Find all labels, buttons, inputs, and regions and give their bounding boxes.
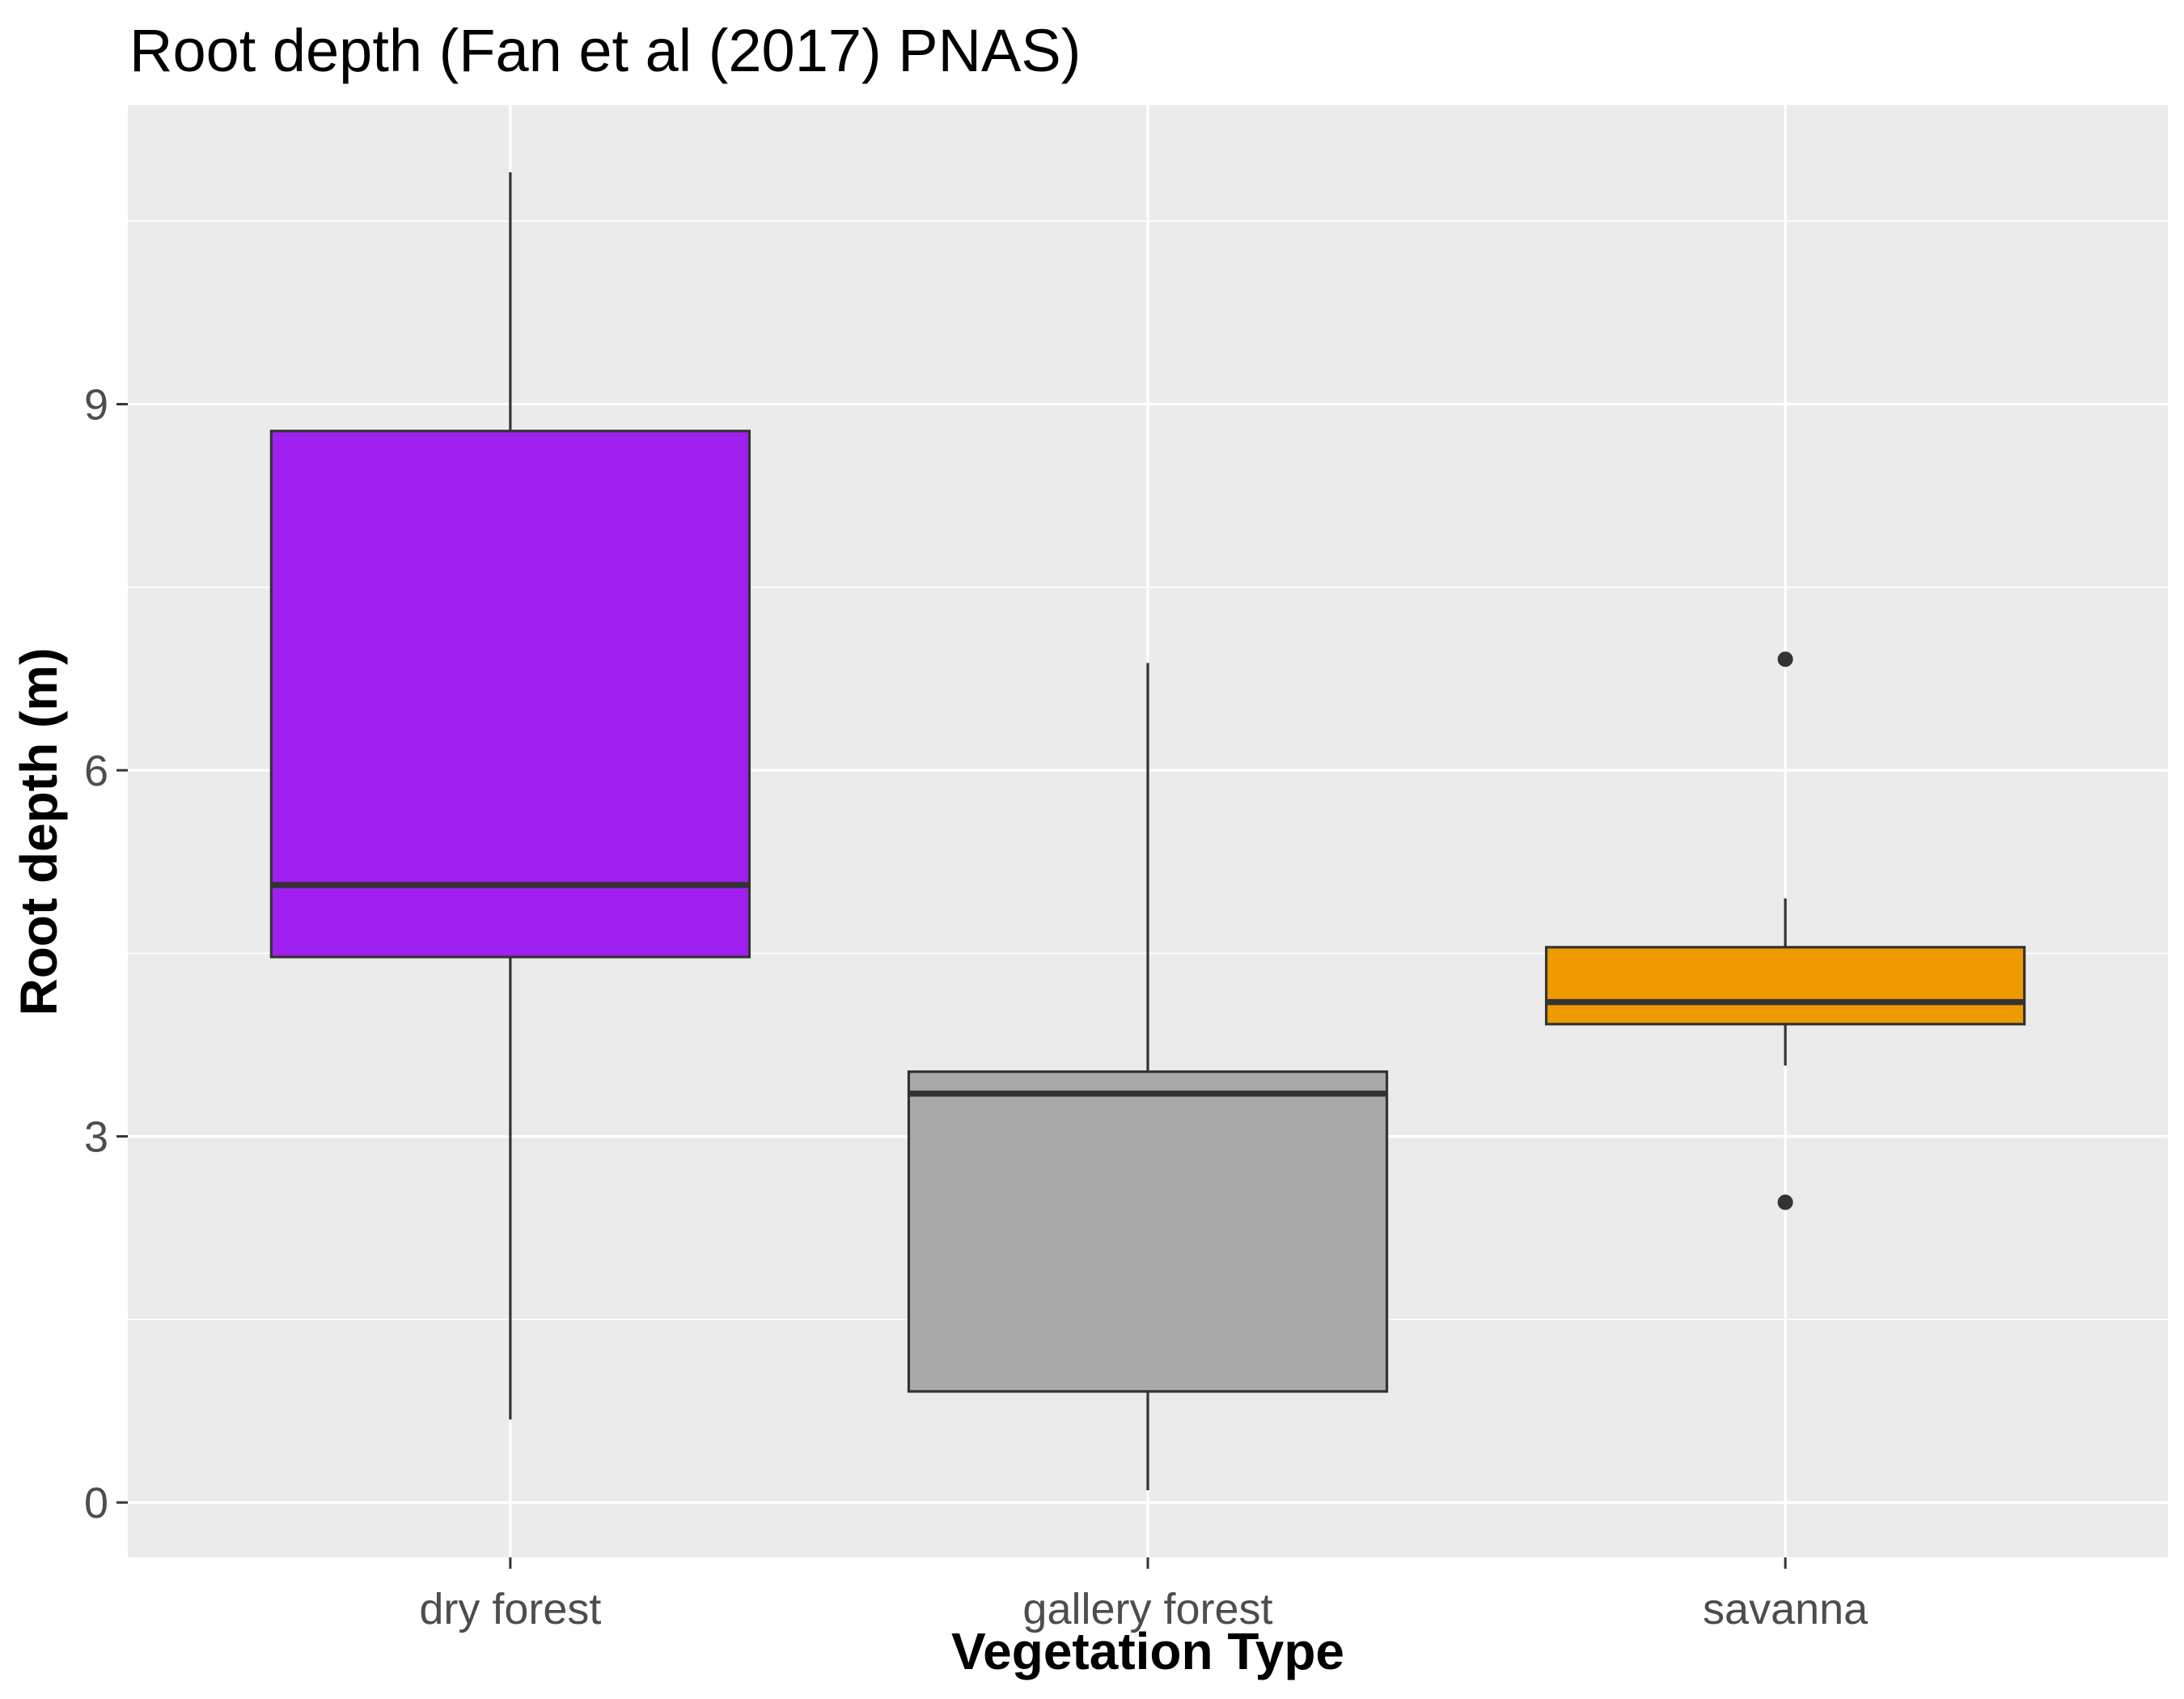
iqr-box: [907, 1070, 1389, 1393]
y-tick-label: 9: [84, 381, 108, 430]
x-tick-label: dry forest: [419, 1585, 601, 1633]
x-tick-label: gallery forest: [1022, 1585, 1272, 1633]
y-axis: 0 3 6 9: [84, 381, 128, 1527]
y-tick-label: 3: [84, 1113, 108, 1162]
box-savanna: [1544, 651, 2026, 1210]
box-dry-forest: [269, 172, 751, 1420]
iqr-box: [1544, 946, 2026, 1026]
y-axis-title: Root depth (m): [10, 648, 68, 1016]
x-axis: dry forest gallery forest savanna: [419, 1557, 1869, 1633]
chart-title: Root depth (Fan et al (2017) PNAS): [129, 17, 1081, 84]
outlier-point: [1777, 1194, 1793, 1210]
iqr-box: [269, 430, 751, 959]
outlier-point: [1777, 651, 1793, 667]
y-tick-label: 0: [84, 1479, 108, 1527]
y-tick-label: 6: [84, 747, 108, 795]
x-tick-label: savanna: [1703, 1585, 1869, 1633]
box-layer: [269, 172, 2026, 1491]
box-gallery-forest: [907, 663, 1389, 1491]
x-axis-title: Vegetation Type: [951, 1622, 1344, 1680]
